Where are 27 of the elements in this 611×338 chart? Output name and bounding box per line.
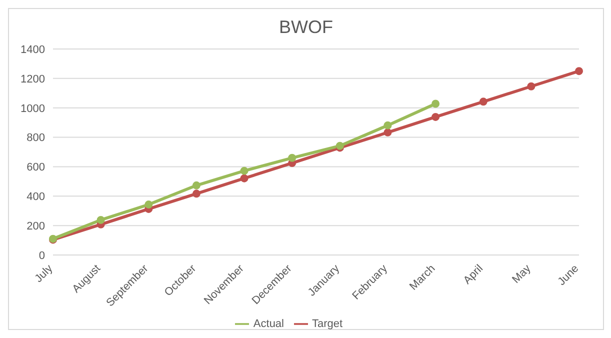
y-tick-label: 400 (26, 191, 45, 204)
x-tick-label: July (32, 262, 56, 285)
point (479, 98, 488, 106)
legend-label: Actual (253, 318, 284, 330)
point (384, 128, 392, 136)
chart-title: BWOF (278, 16, 334, 39)
legend-label: Target (312, 318, 343, 330)
y-tick-label: 800 (26, 132, 45, 144)
point (384, 121, 392, 130)
y-tick-label: 1200 (20, 73, 45, 86)
y-tick-label: 1000 (20, 102, 45, 115)
point (432, 100, 440, 108)
y-tick-label: 600 (26, 162, 45, 174)
y-tick-label: 1400 (20, 44, 45, 56)
point (527, 82, 536, 90)
y-tick-label: 200 (26, 220, 45, 232)
point (192, 181, 200, 190)
point (240, 174, 248, 182)
y-tick-label: 0 (38, 250, 45, 262)
point (96, 216, 105, 224)
point (240, 166, 248, 175)
point (192, 190, 200, 198)
point (432, 112, 440, 121)
point (144, 200, 153, 209)
point (288, 154, 296, 162)
x-tick-label: May (510, 262, 534, 286)
point (575, 67, 583, 76)
